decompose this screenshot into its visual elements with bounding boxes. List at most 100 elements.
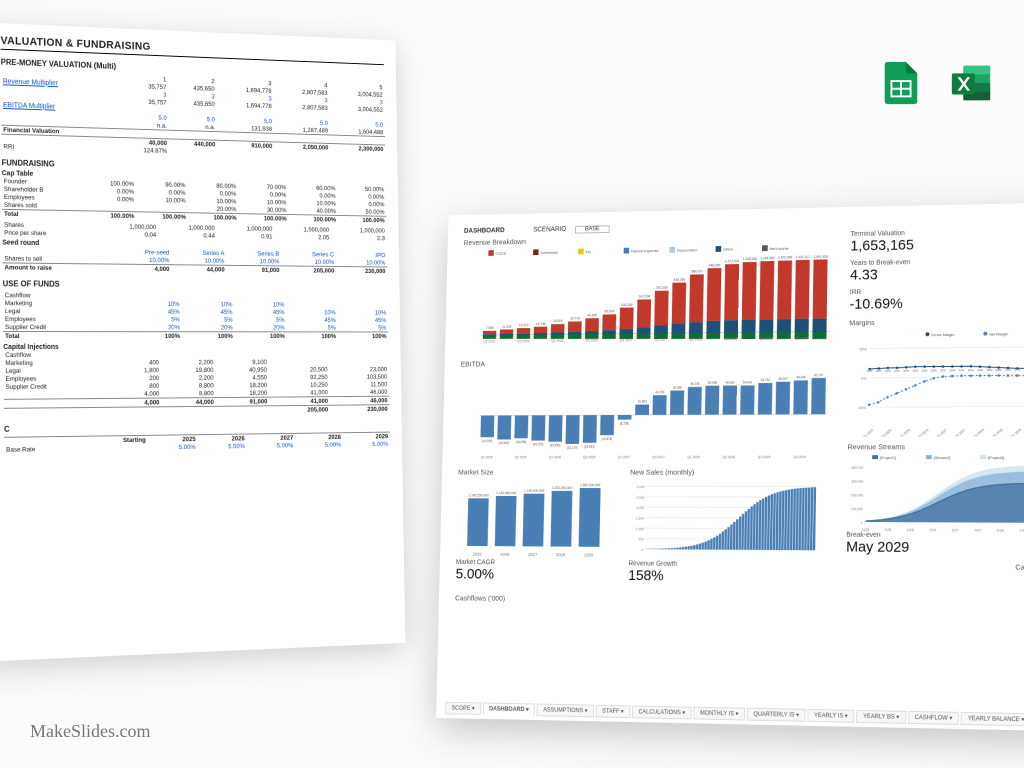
- svg-text:50%: 50%: [859, 347, 867, 351]
- svg-text:Q3 2026: Q3 2026: [586, 339, 598, 343]
- dashboard-spreadsheet: DASHBOARD SCENARIO BASE Revenue Breakdow…: [436, 202, 1024, 731]
- svg-text:Q3 2025: Q3 2025: [880, 428, 893, 437]
- scenario-select[interactable]: BASE: [575, 225, 610, 233]
- premoney-table: 12345Revenue Multiplier35,757435,6501,69…: [1, 69, 386, 160]
- svg-text:Q1 2025: Q1 2025: [483, 340, 495, 344]
- svg-text:1,148,266: 1,148,266: [760, 256, 775, 260]
- svg-text:17%: 17%: [1014, 368, 1020, 372]
- tab-yearly-balance[interactable]: YEARLY BALANCE ▾: [961, 712, 1024, 726]
- shares-table: Shares1,000,0001,000,0001,000,0001,000,0…: [2, 221, 387, 242]
- svg-text:45,386: 45,386: [673, 386, 682, 390]
- svg-text:Q3 2027: Q3 2027: [655, 338, 668, 342]
- svg-text:Q3 2028: Q3 2028: [725, 337, 738, 341]
- svg-text:(31,170): (31,170): [567, 446, 578, 450]
- svg-text:(37,255): (37,255): [482, 439, 493, 443]
- google-sheets-icon: [878, 60, 924, 106]
- svg-text:Q1 2027: Q1 2027: [935, 428, 948, 437]
- svg-text:Q3 2028: Q3 2028: [991, 428, 1004, 437]
- svg-text:1/28: 1/28: [997, 528, 1004, 532]
- svg-text:Q1 2025: Q1 2025: [481, 455, 493, 459]
- kpi-value: 4.33: [850, 264, 1024, 284]
- revstreams-title: Revenue Streams: [848, 442, 1024, 451]
- svg-text:OPEX: OPEX: [723, 248, 734, 252]
- excel-icon: [948, 60, 994, 106]
- svg-text:1,145,900,000: 1,145,900,000: [524, 489, 544, 493]
- svg-text:58,436: 58,436: [796, 375, 806, 379]
- svg-text:2027: 2027: [528, 552, 538, 557]
- svg-text:2026: 2026: [500, 552, 510, 557]
- tab-cashflow[interactable]: CASHFLOW ▾: [908, 711, 959, 725]
- svg-text:54,014: 54,014: [743, 380, 752, 384]
- tab-yearly-is[interactable]: YEARLY IS ▾: [807, 709, 854, 723]
- svg-text:17%: 17%: [1005, 368, 1011, 372]
- tab-staff[interactable]: STAFF ▾: [596, 705, 631, 718]
- svg-text:56,097: 56,097: [779, 377, 789, 381]
- revenue-streams-chart: Revenue Streams [Project1][Stream2][Proj…: [846, 442, 1024, 557]
- svg-text:Q1 2029: Q1 2029: [1010, 428, 1023, 437]
- svg-text:(12,878): (12,878): [601, 437, 612, 441]
- svg-text:7/28: 7/28: [1019, 529, 1024, 533]
- margins-chart: Margins Gross MarginNet Margin50%0%-50%2…: [848, 316, 1024, 437]
- section-useoffunds: USE OF FUNDS: [3, 279, 388, 291]
- svg-text:1,441,117: 1,441,117: [796, 255, 811, 259]
- svg-text:448,266: 448,266: [674, 278, 686, 282]
- svg-text:500: 500: [638, 537, 644, 541]
- svg-text:0: 0: [861, 521, 863, 525]
- svg-text:18,604: 18,604: [553, 319, 563, 323]
- svg-text:7/25: 7/25: [884, 528, 891, 532]
- svg-text:1,145,560,000: 1,145,560,000: [496, 491, 516, 495]
- cagr-value: 5.00%: [455, 566, 609, 584]
- svg-text:15,798: 15,798: [536, 322, 546, 326]
- svg-text:50,068: 50,068: [708, 381, 717, 385]
- svg-text:Q3 2025: Q3 2025: [515, 455, 527, 459]
- cap-table: Founder100.00%90.00%80.00%70.00%60.00%50…: [2, 177, 387, 224]
- svg-text:1,145,250,000: 1,145,250,000: [469, 493, 489, 497]
- svg-text:Depreciation: Depreciation: [677, 248, 698, 252]
- tab-yearly-bs[interactable]: YEARLY BS ▾: [856, 710, 906, 724]
- svg-text:22%: 22%: [912, 369, 918, 373]
- tab-quarterly-is[interactable]: QUARTERLY IS ▾: [747, 708, 806, 722]
- kpi-value: 1,653,165: [850, 234, 1024, 254]
- svg-text:948,266: 948,266: [709, 263, 721, 267]
- svg-text:[Stream2]: [Stream2]: [934, 456, 951, 460]
- c-table: Starting20252026202720282029Base Rate5.0…: [4, 432, 390, 454]
- svg-text:COGS: COGS: [495, 252, 506, 256]
- svg-text:53,792: 53,792: [761, 378, 770, 382]
- svg-text:2029: 2029: [584, 552, 594, 557]
- tab-scope[interactable]: SCOPE ▾: [445, 702, 481, 715]
- svg-text:Q3 2025: Q3 2025: [517, 339, 529, 343]
- svg-text:2,000: 2,000: [636, 506, 644, 510]
- revenue-breakdown-chart: Revenue Breakdown COGSOverheadsTaxIntere…: [461, 232, 830, 353]
- svg-text:21%: 21%: [959, 368, 965, 372]
- svg-text:241,508: 241,508: [639, 295, 651, 299]
- svg-text:48,634: 48,634: [725, 381, 734, 385]
- svg-text:Q3 2029: Q3 2029: [795, 336, 808, 340]
- dashboard-title: DASHBOARD: [464, 227, 505, 234]
- footer-brand: MakeSlides.com: [30, 721, 150, 742]
- tab-monthly-is[interactable]: MONTHLY IS ▾: [693, 707, 745, 721]
- svg-text:Q3 2028: Q3 2028: [722, 455, 735, 459]
- market-title: Market Size: [458, 468, 612, 477]
- svg-text:(33,496): (33,496): [550, 443, 561, 447]
- svg-text:18%: 18%: [996, 368, 1002, 372]
- svg-text:(34,096): (34,096): [516, 440, 527, 444]
- svg-text:0: 0: [642, 548, 644, 552]
- svg-text:Q1 2028: Q1 2028: [687, 455, 700, 459]
- svg-text:43,152: 43,152: [655, 390, 664, 394]
- svg-text:1,582,000,000: 1,582,000,000: [580, 483, 601, 487]
- tab-calculations[interactable]: CALCULATIONS ▾: [632, 705, 692, 719]
- svg-text:Net Margin: Net Margin: [989, 332, 1008, 336]
- cashflows-title: Cashflows ('000): [455, 594, 824, 607]
- tab-assumptions[interactable]: ASSUMPTIONS ▾: [537, 704, 594, 718]
- svg-text:Q1 2025: Q1 2025: [862, 428, 874, 437]
- svg-text:Q1 2026: Q1 2026: [551, 339, 563, 343]
- svg-text:Q3 2027: Q3 2027: [954, 428, 967, 437]
- svg-text:62,707: 62,707: [814, 373, 824, 377]
- sheet-tabs: SCOPE ▾DASHBOARD ▾ASSUMPTIONS ▾STAFF ▾CA…: [445, 702, 1024, 727]
- breakeven-value: May 2029: [846, 539, 1024, 557]
- tab-dashboard[interactable]: DASHBOARD ▾: [483, 703, 536, 717]
- svg-text:100,000: 100,000: [851, 507, 863, 511]
- svg-text:(34,270): (34,270): [533, 442, 544, 446]
- svg-text:22%: 22%: [894, 369, 900, 373]
- valuation-spreadsheet: VALUATION & FUNDRAISING PRE-MONEY VALUAT…: [0, 22, 405, 662]
